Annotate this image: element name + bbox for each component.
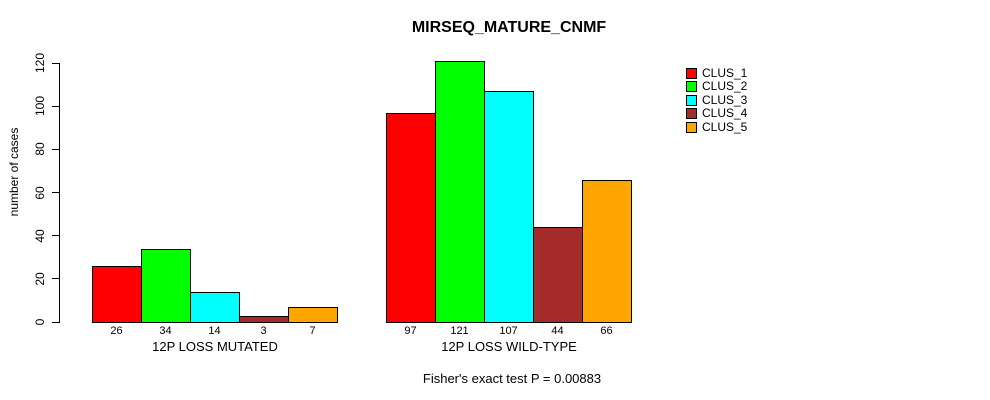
y-axis-title-text: number of cases	[7, 127, 21, 217]
bar-clus-2	[435, 60, 485, 323]
y-axis-tick	[52, 278, 60, 280]
y-axis-tick	[52, 321, 60, 323]
legend-swatch-clus-4	[686, 108, 697, 119]
y-axis-tick-label: 120	[33, 52, 47, 74]
legend-label: CLUS_1	[702, 65, 748, 80]
legend-swatch-clus-2	[686, 81, 697, 92]
bar-value-label: 107	[499, 325, 518, 337]
legend-label: CLUS_3	[702, 92, 748, 107]
y-axis-tick	[52, 148, 60, 150]
legend-swatch-clus-5	[686, 121, 697, 133]
bar-clus-1	[386, 112, 436, 323]
y-axis-tick-label: 60	[33, 185, 47, 200]
bar-value-label: 97	[404, 325, 417, 337]
bar-clus-5	[582, 179, 632, 323]
y-axis-tick	[52, 235, 60, 237]
chart-title: MIRSEQ_MATURE_CNMF	[411, 19, 607, 36]
y-axis-tick-label: 40	[33, 228, 47, 243]
bar-clus-2	[141, 248, 191, 323]
y-axis-tick-label: 20	[33, 272, 47, 286]
legend-label: CLUS_5	[702, 119, 748, 134]
y-axis-tick	[52, 105, 60, 107]
legend-label: CLUS_4	[702, 106, 748, 120]
bar-value-label: 7	[309, 325, 316, 337]
x-axis-group-label: 12P LOSS MUTATED	[152, 339, 278, 354]
bar-clus-5	[288, 306, 338, 323]
x-axis-group-label: 12P LOSS WILD-TYPE	[441, 339, 577, 354]
bar-value-label: 66	[600, 325, 613, 337]
bar-value-label: 3	[260, 325, 267, 337]
legend-swatch-clus-1	[686, 67, 697, 79]
annotation-text: Fisher's exact test P = 0.00883	[422, 371, 602, 386]
bar-clus-4	[533, 227, 583, 323]
legend-label: CLUS_2	[702, 79, 748, 93]
bar-value-label: 26	[110, 325, 123, 337]
bar-clus-3	[484, 91, 534, 323]
y-axis-tick	[52, 192, 60, 193]
y-axis-line	[59, 63, 60, 323]
bar-value-label: 14	[208, 325, 221, 337]
y-axis-tick-label: 80	[33, 142, 47, 157]
bar-value-label: 44	[551, 325, 564, 337]
legend-swatch-clus-3	[686, 94, 697, 106]
bar-clus-3	[190, 291, 240, 323]
bar-clus-4	[239, 315, 289, 323]
bar-value-label: 34	[159, 325, 172, 337]
y-axis-tick-label: 100	[33, 96, 47, 117]
y-axis-tick-label: 0	[33, 318, 47, 326]
bar-value-label: 121	[450, 325, 469, 337]
bar-clus-1	[92, 265, 142, 323]
y-axis-tick	[52, 62, 60, 64]
